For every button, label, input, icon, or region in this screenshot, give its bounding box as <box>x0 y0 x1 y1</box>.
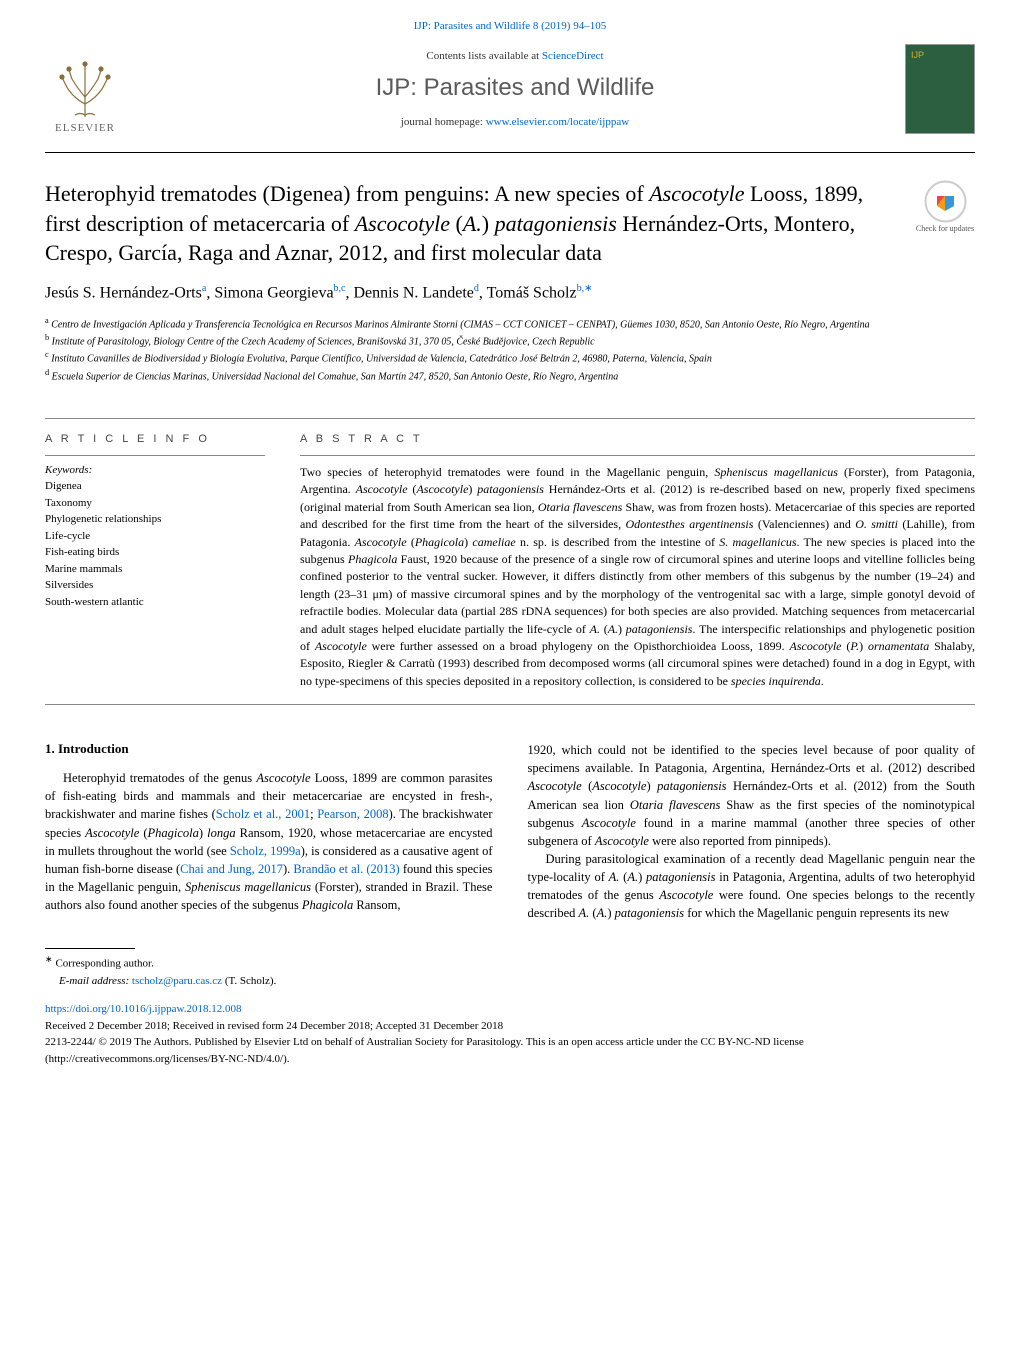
keywords-list: Digenea Taxonomy Phylogenetic relationsh… <box>45 478 265 610</box>
journal-cover-thumbnail: IJP <box>905 44 975 134</box>
intro-left-para: Heterophyid trematodes of the genus Asco… <box>45 769 493 914</box>
divider <box>300 455 975 456</box>
journal-reference-header: IJP: Parasites and Wildlife 8 (2019) 94–… <box>0 0 1020 44</box>
check-updates-label: Check for updates <box>916 224 974 233</box>
keyword: Phylogenetic relationships <box>45 511 265 528</box>
doi-link[interactable]: https://doi.org/10.1016/j.ijppaw.2018.12… <box>45 1003 241 1015</box>
check-updates-icon <box>923 179 968 224</box>
keyword: South-western atlantic <box>45 594 265 611</box>
email-link[interactable]: tscholz@paru.cas.cz <box>132 975 222 987</box>
journal-ref-link[interactable]: IJP: Parasites and Wildlife 8 (2019) 94–… <box>414 20 606 32</box>
abstract-column: A B S T R A C T Two species of heterophy… <box>300 433 975 690</box>
affiliation-a: a Centro de Investigación Aplicada y Tra… <box>45 315 975 332</box>
right-column: 1920, which could not be identified to t… <box>528 741 976 922</box>
article-info-heading: A R T I C L E I N F O <box>45 433 265 445</box>
divider <box>45 455 265 456</box>
footer: https://doi.org/10.1016/j.ijppaw.2018.12… <box>0 989 1020 1092</box>
email-line: E-mail address: tscholz@paru.cas.cz (T. … <box>45 973 975 990</box>
footnote-separator <box>45 948 135 949</box>
article-title-block: Heterophyid trematodes (Digenea) from pe… <box>0 161 1020 404</box>
keyword: Marine mammals <box>45 561 265 578</box>
license-line: 2213-2244/ © 2019 The Authors. Published… <box>45 1034 975 1067</box>
keyword: Taxonomy <box>45 495 265 512</box>
journal-name: IJP: Parasites and Wildlife <box>145 74 885 102</box>
journal-header: ELSEVIER Contents lists available at Sci… <box>0 44 1020 144</box>
divider <box>45 418 975 419</box>
author-4-aff[interactable]: b, <box>577 283 585 294</box>
corresponding-author: ∗ Corresponding author. <box>45 953 975 972</box>
abstract-text: Two species of heterophyid trematodes we… <box>300 464 975 690</box>
keyword: Fish-eating birds <box>45 544 265 561</box>
abstract-heading: A B S T R A C T <box>300 433 975 445</box>
keyword: Digenea <box>45 478 265 495</box>
author-1-aff[interactable]: a <box>202 283 206 294</box>
article-info-column: A R T I C L E I N F O Keywords: Digenea … <box>45 433 265 690</box>
left-column: 1. Introduction Heterophyid trematodes o… <box>45 741 493 922</box>
article-title: Heterophyid trematodes (Digenea) from pe… <box>45 179 900 268</box>
header-center: Contents lists available at ScienceDirec… <box>145 50 885 128</box>
author-2-aff[interactable]: b,c <box>334 283 346 294</box>
section-title: 1. Introduction <box>45 741 493 757</box>
check-updates-badge[interactable]: Check for updates <box>915 179 975 233</box>
author-4-corr[interactable]: ∗ <box>584 283 592 294</box>
affiliation-c: c Instituto Cavanilles de Biodiversidad … <box>45 349 975 366</box>
homepage-prefix: journal homepage: <box>401 116 486 128</box>
cover-text: IJP <box>911 50 969 60</box>
main-content: 1. Introduction Heterophyid trematodes o… <box>0 719 1020 922</box>
footnotes: ∗ Corresponding author. E-mail address: … <box>0 953 1020 989</box>
elsevier-tree-icon <box>50 59 120 119</box>
intro-right-para-2: During parasitological examination of a … <box>528 850 976 923</box>
keywords-label: Keywords: <box>45 464 265 476</box>
received-line: Received 2 December 2018; Received in re… <box>45 1018 975 1035</box>
divider <box>45 152 975 153</box>
author-1: Jesús S. Hernández-Orts <box>45 284 202 301</box>
author-4: Tomáš Scholz <box>487 284 577 301</box>
homepage-line: journal homepage: www.elsevier.com/locat… <box>145 116 885 128</box>
info-abstract-row: A R T I C L E I N F O Keywords: Digenea … <box>0 433 1020 690</box>
intro-right-para-1: 1920, which could not be identified to t… <box>528 741 976 850</box>
publisher-name: ELSEVIER <box>55 122 115 134</box>
contents-prefix: Contents lists available at <box>426 50 541 62</box>
homepage-link[interactable]: www.elsevier.com/locate/ijppaw <box>486 116 629 128</box>
authors-line: Jesús S. Hernández-Ortsa, Simona Georgie… <box>45 282 975 305</box>
author-2: Simona Georgieva <box>214 284 333 301</box>
affiliation-d: d Escuela Superior de Ciencias Marinas, … <box>45 367 975 384</box>
author-3-aff[interactable]: d <box>474 283 479 294</box>
author-3: Dennis N. Landete <box>354 284 474 301</box>
keyword: Silversides <box>45 577 265 594</box>
keyword: Life-cycle <box>45 528 265 545</box>
divider <box>45 704 975 705</box>
contents-line: Contents lists available at ScienceDirec… <box>145 50 885 62</box>
affiliations: a Centro de Investigación Aplicada y Tra… <box>45 315 975 384</box>
sciencedirect-link[interactable]: ScienceDirect <box>542 50 604 62</box>
elsevier-logo: ELSEVIER <box>45 44 125 134</box>
affiliation-b: b Institute of Parasitology, Biology Cen… <box>45 332 975 349</box>
